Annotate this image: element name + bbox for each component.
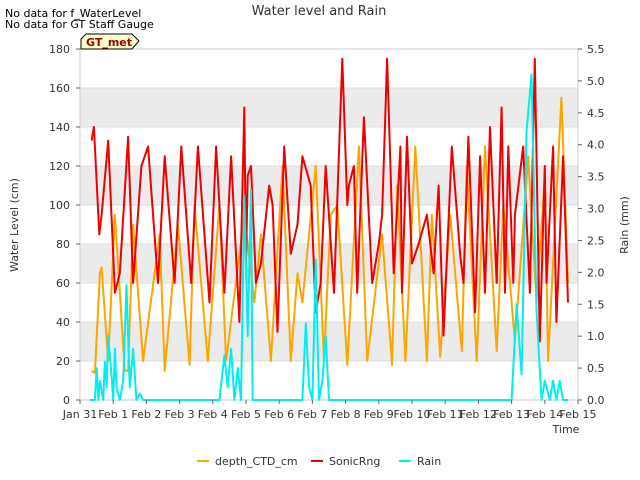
legend: depth_CTD_cm SonicRng Rain [197, 455, 441, 468]
legend-label: depth_CTD_cm [215, 455, 298, 468]
series-line-rain [90, 73, 568, 401]
y-left-tick-label: 80 [56, 238, 70, 251]
y-right-tick-label: 3.5 [587, 171, 605, 184]
y-left-tick-label: 100 [49, 199, 70, 212]
gt-met-badge-label: GT_met [86, 36, 132, 49]
no-data-note-waterlevel: No data for f_WaterLevel [5, 7, 142, 20]
x-tick-label: Feb 14 [526, 408, 563, 421]
gt-met-badge: GT_met [80, 33, 140, 50]
x-tick-label: Feb 10 [394, 408, 431, 421]
grid-band [80, 88, 578, 127]
y-right-tick-label: 2.5 [587, 234, 605, 247]
y-right-tick-label: 5.5 [587, 43, 605, 56]
legend-label: SonicRng [329, 455, 380, 468]
x-tick-label: Feb 3 [165, 408, 195, 421]
x-tick-label: Feb 11 [427, 408, 464, 421]
y-left-tick-label: 40 [56, 316, 70, 329]
x-axis-ticks: Jan 31 Feb 1 Feb 2 Feb 3 Feb 4 Feb 5 Feb 6 Feb … [62, 400, 597, 421]
x-tick-label: Jan 31 [62, 408, 97, 421]
grid-band [80, 322, 578, 361]
y-left-tick-label: 120 [49, 160, 70, 173]
x-tick-label: Feb 4 [198, 408, 228, 421]
y-right-tick-label: 1.0 [587, 330, 605, 343]
y-left-tick-label: 0 [63, 394, 70, 407]
y-left-tick-label: 60 [56, 277, 70, 290]
series-line-sonicrng [90, 57, 569, 343]
series-layer [90, 57, 569, 401]
x-tick-label: Feb 6 [264, 408, 294, 421]
y-right-tick-label: 0.0 [587, 394, 605, 407]
x-tick-label: Feb 7 [297, 408, 327, 421]
x-axis-label: Time [552, 423, 580, 436]
y-right-tick-label: 5.0 [587, 75, 605, 88]
y-axis-right-label: Rain (mm) [618, 196, 631, 254]
y-right-tick-label: 4.0 [587, 139, 605, 152]
y-right-tick-label: 0.5 [587, 362, 605, 375]
y-left-tick-label: 20 [56, 355, 70, 368]
x-tick-label: Feb 12 [460, 408, 497, 421]
y-left-tick-label: 180 [49, 43, 70, 56]
legend-label: Rain [417, 455, 441, 468]
x-tick-label: Feb 5 [231, 408, 261, 421]
x-tick-label: Feb 2 [131, 408, 161, 421]
y-axis-left-label: Water Level (cm) [8, 178, 21, 272]
y-right-tick-label: 3.0 [587, 203, 605, 216]
chart-title: Water level and Rain [252, 4, 387, 19]
x-tick-label: Feb 9 [364, 408, 394, 421]
y-axis-right-ticks: 0.0 0.5 1.0 1.5 2.0 2.5 3.0 3.5 4.0 4.5 5.0 5.5 [578, 43, 605, 407]
y-right-tick-label: 4.5 [587, 107, 605, 120]
x-tick-label: Feb 1 [98, 408, 128, 421]
y-left-tick-label: 160 [49, 82, 70, 95]
x-tick-label: Feb 13 [493, 408, 530, 421]
y-right-tick-label: 1.5 [587, 298, 605, 311]
x-tick-label: Feb 8 [331, 408, 361, 421]
y-axis-left-ticks: 0 20 40 60 80 100 120 140 160 180 [49, 43, 80, 407]
no-data-note-staff-gauge: No data for GT Staff Gauge [5, 18, 154, 31]
y-left-tick-label: 140 [49, 121, 70, 134]
x-tick-label: Feb 15 [560, 408, 597, 421]
y-right-tick-label: 2.0 [587, 266, 605, 279]
